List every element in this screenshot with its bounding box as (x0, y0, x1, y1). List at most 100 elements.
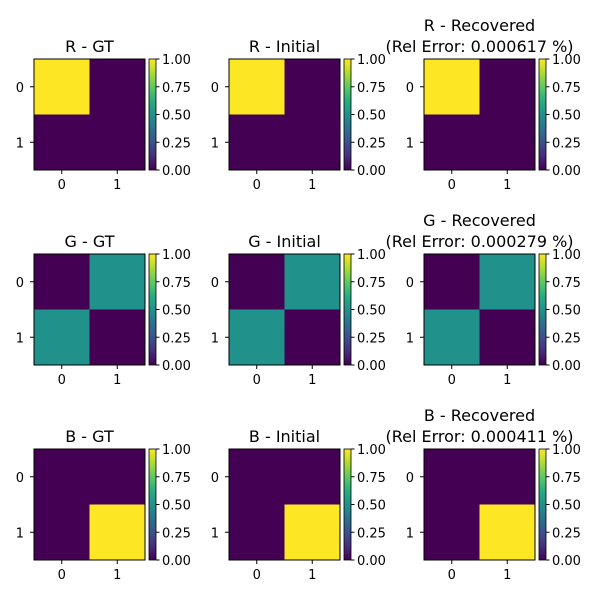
colorbar-tick-label: 1.00 (552, 443, 581, 458)
y-tick-label: 0 (211, 471, 219, 486)
axes-frame (33, 58, 146, 171)
colorbar-tick-label: 0.75 (357, 471, 386, 486)
x-tick-label: 1 (503, 568, 511, 583)
colorbar-tick-label: 0.25 (552, 136, 581, 151)
colorbar-tick-label: 0.50 (162, 304, 191, 319)
heatmap-cell (34, 449, 90, 505)
colorbar (148, 253, 157, 366)
heatmap-panel: B - Recovered (Rel Error: 0.000411 %) 0 1 0 1… (385, 406, 581, 583)
x-tick-label: 0 (58, 373, 66, 388)
colorbar (343, 253, 352, 366)
colorbar (343, 448, 352, 561)
colorbar-tick-label: 0.75 (552, 276, 581, 291)
panel-title: (Rel Error: 0.000411 %) (385, 427, 573, 446)
colorbar-tick-label: 0.50 (552, 109, 581, 124)
colorbar-tick-label: 0.00 (357, 164, 386, 179)
axes-frame (423, 58, 536, 171)
heatmap-panel: R - GT 0 1 0 1 0.00 0.25 0.50 0.75 1.00 (16, 37, 191, 193)
y-tick-label: 0 (16, 471, 24, 486)
colorbar-tick-label: 0.75 (162, 471, 191, 486)
y-tick-label: 1 (406, 136, 414, 151)
heatmap-cell (424, 504, 480, 561)
colorbar-tick-label: 0.75 (552, 81, 581, 96)
y-tick-label: 0 (211, 81, 219, 96)
x-tick-label: 1 (113, 568, 121, 583)
colorbar-tick-label: 0.00 (552, 359, 581, 374)
heatmap-cell (89, 59, 146, 115)
colorbar-tick-label: 0.75 (552, 471, 581, 486)
heatmap-panel: G - Initial 0 1 0 1 0.00 0.25 0.50 0.75 1.00 (211, 232, 386, 388)
colorbar-tick-label: 0.25 (162, 136, 191, 151)
heatmap-cell (34, 504, 90, 561)
heatmap-cell (479, 504, 536, 561)
colorbar-tick-label: 0.25 (162, 526, 191, 541)
colorbar-tick-label: 0.00 (162, 554, 191, 569)
colorbar-tick-label: 1.00 (552, 53, 581, 68)
x-tick-label: 1 (308, 373, 316, 388)
y-tick-label: 1 (16, 136, 24, 151)
colorbar-tick-label: 0.50 (357, 499, 386, 514)
heatmap-panel: R - Initial 0 1 0 1 0.00 0.25 0.50 0.75 1.00 (211, 37, 386, 193)
colorbar (148, 58, 157, 171)
y-tick-label: 0 (16, 276, 24, 291)
colorbar-tick-label: 1.00 (552, 248, 581, 263)
x-tick-label: 0 (253, 178, 261, 193)
panel-title: (Rel Error: 0.000617 %) (385, 37, 573, 56)
y-tick-label: 0 (211, 276, 219, 291)
heatmap-cell (424, 254, 480, 310)
colorbar (538, 253, 547, 366)
colorbar-tick-label: 0.75 (162, 81, 191, 96)
x-tick-label: 0 (448, 568, 456, 583)
colorbar-tick-label: 0.50 (552, 499, 581, 514)
heatmap-cell (284, 504, 341, 561)
heatmap-cell (424, 309, 480, 366)
heatmap-cell (89, 449, 146, 505)
y-tick-label: 1 (406, 526, 414, 541)
x-tick-label: 0 (448, 373, 456, 388)
heatmap-cell (229, 504, 285, 561)
colorbar-tick-label: 1.00 (162, 443, 191, 458)
axes-frame (228, 448, 341, 561)
colorbar-tick-label: 0.00 (357, 554, 386, 569)
heatmap-panel: G - Recovered (Rel Error: 0.000279 %) 0 1 0 1… (385, 211, 581, 388)
heatmap-panel: G - GT 0 1 0 1 0.00 0.25 0.50 0.75 1.00 (16, 232, 191, 388)
heatmap-cell (229, 254, 285, 310)
heatmap-cell (424, 59, 480, 115)
colorbar-tick-label: 0.75 (357, 276, 386, 291)
colorbar-tick-label: 0.00 (162, 359, 191, 374)
x-tick-label: 0 (58, 568, 66, 583)
y-tick-label: 1 (211, 136, 219, 151)
panel-title: G - GT (65, 232, 115, 251)
colorbar-tick-label: 0.50 (162, 499, 191, 514)
heatmap-panel: B - Initial 0 1 0 1 0.00 0.25 0.50 0.75 1.00 (211, 427, 386, 583)
colorbar (343, 58, 352, 171)
colorbar-tick-label: 0.75 (357, 81, 386, 96)
colorbar-tick-label: 1.00 (357, 53, 386, 68)
panel-title: (Rel Error: 0.000279 %) (385, 232, 573, 251)
heatmap-cell (284, 59, 341, 115)
colorbar-tick-label: 0.50 (162, 109, 191, 124)
heatmap-cell (89, 504, 146, 561)
colorbar-tick-label: 1.00 (162, 248, 191, 263)
y-tick-label: 1 (211, 526, 219, 541)
colorbar-tick-label: 0.00 (162, 164, 191, 179)
heatmap-cell (424, 449, 480, 505)
heatmap-cell (229, 449, 285, 505)
x-tick-label: 1 (308, 178, 316, 193)
colorbar (148, 448, 157, 561)
x-tick-label: 1 (503, 178, 511, 193)
colorbar-tick-label: 0.25 (357, 331, 386, 346)
heatmap-cell (34, 59, 90, 115)
colorbar-tick-label: 1.00 (357, 248, 386, 263)
heatmap-cell (284, 254, 341, 310)
x-tick-label: 1 (113, 178, 121, 193)
colorbar-tick-label: 0.00 (357, 359, 386, 374)
x-tick-label: 1 (503, 373, 511, 388)
heatmap-cell (89, 309, 146, 366)
panel-title: R - GT (65, 37, 114, 56)
panel-title: R - Initial (249, 37, 320, 56)
colorbar-tick-label: 0.25 (162, 331, 191, 346)
y-tick-label: 1 (406, 331, 414, 346)
x-tick-label: 0 (253, 568, 261, 583)
heatmap-cell (89, 114, 146, 171)
